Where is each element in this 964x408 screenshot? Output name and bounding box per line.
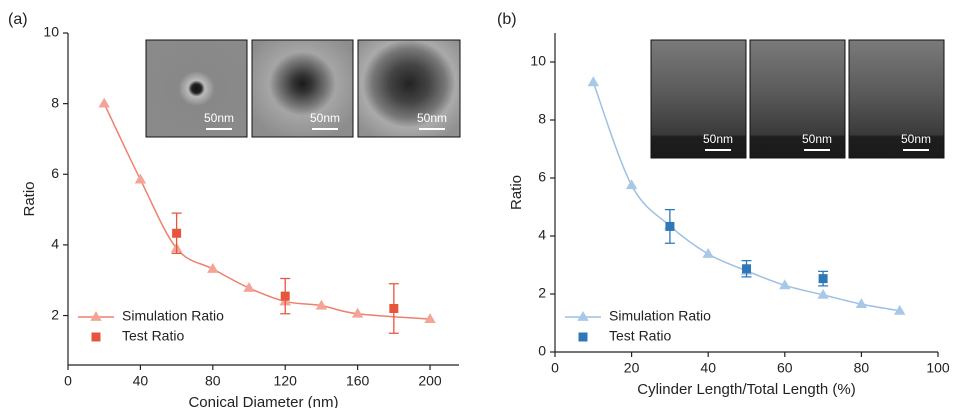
x-tick-label: 20 (624, 360, 640, 376)
insets-b (650, 39, 945, 159)
data-point (818, 274, 828, 284)
x-tick-label: 80 (205, 373, 221, 389)
data-point (424, 313, 436, 323)
data-point (134, 173, 147, 184)
legend-label: Test Ratio (609, 328, 671, 344)
data-point (742, 264, 751, 274)
data-point (665, 221, 675, 231)
legend-label: Test Ratio (122, 328, 184, 344)
y-tick-label: 4 (51, 236, 59, 252)
data-point (315, 299, 328, 310)
y-tick-label: 8 (538, 111, 546, 127)
data-point (280, 291, 290, 301)
x-tick-label: 0 (64, 373, 72, 389)
y-tick-label: 2 (538, 285, 546, 301)
x-tick-label: 200 (418, 373, 442, 389)
data-point (351, 307, 364, 318)
x-axis-label: Conical Diameter (nm) (188, 394, 338, 408)
legend-marker (90, 311, 102, 321)
y-tick-label: 10 (43, 24, 59, 40)
sem-image (749, 39, 846, 159)
data-point (207, 262, 219, 273)
x-tick-label: 0 (551, 360, 559, 376)
y-tick-label: 10 (530, 53, 546, 69)
scale-label: 50nm (703, 132, 733, 146)
scale-label: 50nm (417, 111, 447, 125)
x-tick-label: 120 (274, 373, 298, 389)
sem-image (650, 39, 747, 159)
scale-label: 50nm (802, 132, 832, 146)
y-tick-label: 4 (538, 227, 546, 243)
data-point (243, 282, 255, 292)
legend-marker (578, 332, 588, 342)
data-point (855, 298, 868, 309)
y-axis-label: Ratio (508, 175, 525, 210)
data-point (98, 97, 110, 108)
x-tick-label: 100 (926, 360, 950, 376)
data-point (625, 179, 638, 190)
x-tick-label: 40 (700, 360, 716, 376)
x-axis-label: Cylinder Length/Total Length (%) (637, 381, 855, 398)
y-tick-label: 6 (538, 169, 546, 185)
panel-label: (a) (8, 11, 28, 28)
sem-image (145, 39, 248, 138)
sem-image (251, 39, 354, 138)
x-tick-label: 60 (777, 360, 793, 376)
x-tick-label: 80 (854, 360, 870, 376)
data-point (389, 303, 399, 313)
x-tick-label: 40 (133, 373, 149, 389)
legend-marker (91, 332, 101, 342)
data-point (817, 288, 829, 299)
y-tick-label: 6 (51, 165, 59, 181)
data-point (587, 76, 599, 87)
sem-image (357, 39, 461, 138)
data-point (702, 247, 714, 258)
data-point (172, 228, 182, 238)
panel-label: (b) (497, 11, 517, 28)
scale-label: 50nm (310, 111, 340, 125)
y-tick-label: 2 (51, 306, 59, 322)
sem-image (848, 39, 945, 159)
legend-label: Simulation Ratio (122, 308, 224, 324)
data-point (894, 304, 906, 315)
y-axis-label: Ratio (21, 181, 38, 216)
legend-label: Simulation Ratio (609, 308, 711, 324)
y-tick-label: 8 (51, 94, 59, 110)
legend-marker (577, 311, 589, 321)
scale-label: 50nm (901, 132, 931, 146)
scale-label: 50nm (204, 111, 234, 125)
x-tick-label: 160 (346, 373, 370, 389)
y-tick-label: 0 (538, 343, 546, 359)
data-point (779, 279, 791, 290)
insets-a (145, 39, 461, 138)
